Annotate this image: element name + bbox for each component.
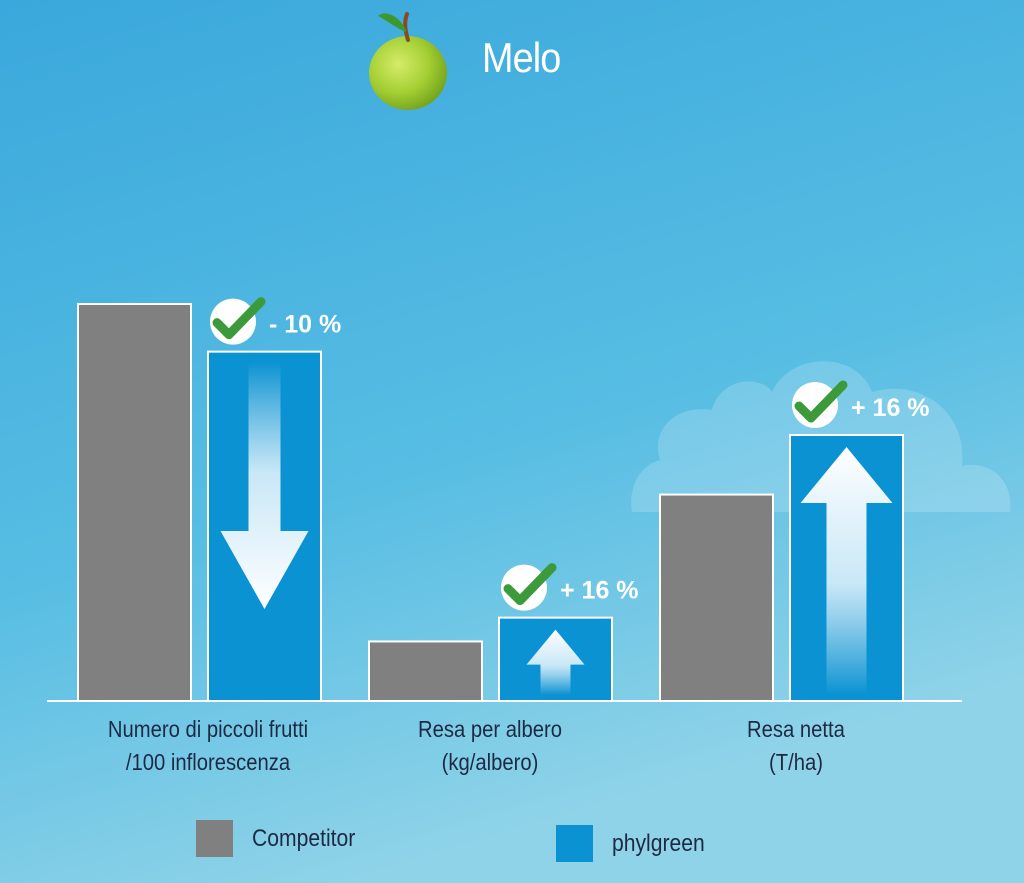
category-label-yield-per-tree: Resa per albero (kg/albero) xyxy=(417,716,563,775)
check-icon xyxy=(792,380,848,429)
arrow-up-icon xyxy=(800,447,893,695)
legend-swatch-phylgreen xyxy=(556,825,593,862)
category-label-small-fruits: Numero di piccoli frutti /100 infloresce… xyxy=(107,716,309,775)
legend-swatch-competitor xyxy=(196,820,233,857)
check-icon xyxy=(501,563,557,611)
legend-label-competitor: Competitor xyxy=(252,824,356,852)
bar-competitor-0 xyxy=(77,303,192,702)
bar-competitor-2 xyxy=(659,493,774,702)
legend-item-phylgreen: phylgreen xyxy=(556,825,717,862)
legend-item-competitor: Competitor xyxy=(196,820,369,857)
change-label-2: + 16 % xyxy=(851,394,930,422)
category-label-net-yield: Resa netta (T/ha) xyxy=(747,716,845,775)
legend-label-phylgreen: phylgreen xyxy=(612,829,705,857)
change-label-0: - 10 % xyxy=(269,311,341,339)
arrow-up-icon xyxy=(526,629,585,695)
change-label-1: + 16 % xyxy=(560,577,639,605)
page-title: Melo xyxy=(482,34,561,81)
bar-competitor-1 xyxy=(368,640,483,703)
arrow-down-icon xyxy=(220,361,309,609)
check-icon xyxy=(210,297,266,345)
apple-icon xyxy=(369,12,447,110)
